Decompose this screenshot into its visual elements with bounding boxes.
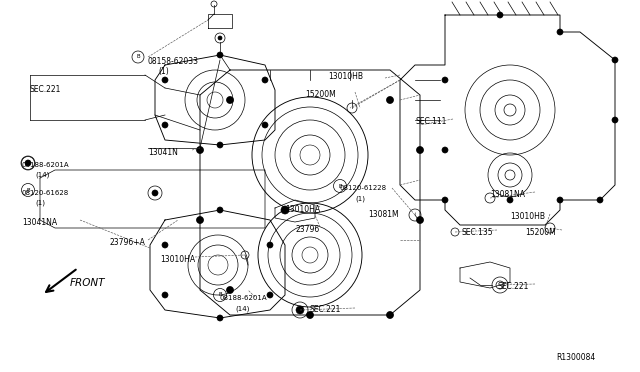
Circle shape <box>307 311 314 318</box>
Circle shape <box>281 206 289 214</box>
Circle shape <box>162 122 168 128</box>
Text: 13041NA: 13041NA <box>22 218 57 227</box>
Circle shape <box>442 197 448 203</box>
Text: (1): (1) <box>355 195 365 202</box>
Text: 13081M: 13081M <box>368 210 399 219</box>
Text: 23796: 23796 <box>295 225 319 234</box>
Text: (14): (14) <box>235 306 250 312</box>
Text: B: B <box>26 187 30 192</box>
Text: R1300084: R1300084 <box>556 353 595 362</box>
Text: SEC.221: SEC.221 <box>310 305 341 314</box>
Circle shape <box>262 122 268 128</box>
Circle shape <box>442 147 448 153</box>
Text: 08120-61628: 08120-61628 <box>22 190 69 196</box>
Text: B: B <box>136 55 140 60</box>
Circle shape <box>162 77 168 83</box>
Circle shape <box>218 36 222 40</box>
Circle shape <box>217 52 223 58</box>
Circle shape <box>507 197 513 203</box>
Text: 15200M: 15200M <box>305 90 336 99</box>
Circle shape <box>25 160 31 166</box>
Circle shape <box>417 147 424 154</box>
Text: 08188-6201A: 08188-6201A <box>220 295 268 301</box>
Circle shape <box>152 190 158 196</box>
Circle shape <box>296 306 304 314</box>
Text: SEC.221: SEC.221 <box>497 282 529 291</box>
Text: 23796+A: 23796+A <box>110 238 146 247</box>
Circle shape <box>217 207 223 213</box>
Text: 13010HA: 13010HA <box>285 205 320 214</box>
Circle shape <box>162 242 168 248</box>
Circle shape <box>557 197 563 203</box>
Circle shape <box>267 292 273 298</box>
Circle shape <box>417 217 424 224</box>
Circle shape <box>612 117 618 123</box>
Circle shape <box>497 12 503 18</box>
Circle shape <box>267 242 273 248</box>
Text: B: B <box>218 292 222 298</box>
Text: (1): (1) <box>35 200 45 206</box>
Text: (1): (1) <box>158 67 169 76</box>
Circle shape <box>597 197 603 203</box>
Text: (14): (14) <box>35 172 49 179</box>
Text: 08188-6201A: 08188-6201A <box>22 162 70 168</box>
Circle shape <box>262 77 268 83</box>
Circle shape <box>217 142 223 148</box>
Circle shape <box>387 96 394 103</box>
Text: 13041N: 13041N <box>148 148 178 157</box>
Circle shape <box>217 315 223 321</box>
Text: 13010HB: 13010HB <box>328 72 363 81</box>
Circle shape <box>227 286 234 294</box>
Circle shape <box>196 217 204 224</box>
Text: SEC.111: SEC.111 <box>415 117 446 126</box>
Text: 13010HA: 13010HA <box>160 255 195 264</box>
Circle shape <box>612 57 618 63</box>
Text: 08120-61228: 08120-61228 <box>340 185 387 191</box>
Circle shape <box>442 77 448 83</box>
Circle shape <box>557 29 563 35</box>
Text: B: B <box>26 160 30 166</box>
Circle shape <box>387 311 394 318</box>
Text: SEC.135: SEC.135 <box>462 228 493 237</box>
Text: B: B <box>338 183 342 189</box>
Text: 08158-62033: 08158-62033 <box>148 57 199 66</box>
Text: FRONT: FRONT <box>70 278 106 288</box>
Text: 13010HB: 13010HB <box>510 212 545 221</box>
Circle shape <box>162 292 168 298</box>
Text: SEC.221: SEC.221 <box>30 85 61 94</box>
Text: 15200M: 15200M <box>525 228 556 237</box>
Circle shape <box>196 147 204 154</box>
Circle shape <box>227 96 234 103</box>
Text: 13081NA: 13081NA <box>490 190 525 199</box>
